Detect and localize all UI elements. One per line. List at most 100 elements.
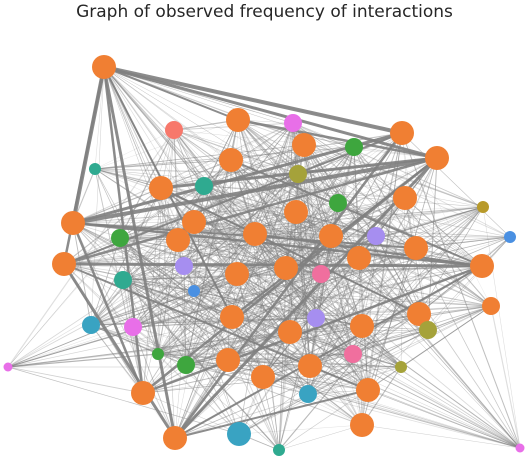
- edge: [142, 146, 355, 394]
- edge: [132, 326, 176, 439]
- node-n51: [152, 348, 164, 360]
- edge: [94, 168, 332, 237]
- edge: [307, 265, 483, 395]
- edge: [231, 265, 483, 318]
- edge: [160, 187, 187, 366]
- edge: [185, 233, 256, 366]
- edge: [160, 159, 232, 189]
- edge: [278, 424, 363, 451]
- edge: [401, 132, 511, 238]
- node-n4: [284, 114, 302, 132]
- edge: [297, 173, 492, 307]
- edge: [103, 66, 232, 161]
- edge: [285, 122, 294, 269]
- edge: [132, 326, 187, 366]
- edge-strong: [173, 132, 404, 439]
- edge: [482, 206, 521, 449]
- edge: [230, 132, 403, 161]
- edge: [278, 206, 484, 451]
- edge: [122, 279, 317, 319]
- edge: [94, 129, 175, 170]
- node-n28: [114, 271, 132, 289]
- edge: [278, 331, 291, 451]
- edge: [122, 279, 159, 355]
- edge: [193, 221, 420, 315]
- edge: [353, 146, 363, 327]
- node-n48: [251, 365, 275, 389]
- edge: [142, 392, 280, 451]
- edge-strong: [237, 118, 438, 160]
- edge: [203, 144, 305, 187]
- edge: [193, 202, 339, 223]
- edge: [122, 279, 369, 391]
- edge: [358, 257, 521, 449]
- edge: [119, 211, 297, 239]
- edge: [238, 329, 429, 435]
- node-n55: [131, 381, 155, 405]
- node-n52: [3, 362, 13, 372]
- edge: [367, 389, 521, 449]
- node-n3: [226, 108, 250, 132]
- edge: [160, 187, 429, 331]
- edge: [227, 313, 420, 361]
- edge: [7, 187, 162, 368]
- node-n50: [344, 345, 362, 363]
- edge: [160, 187, 185, 267]
- node-n45: [482, 297, 500, 315]
- edge: [330, 235, 369, 391]
- edge-strong: [71, 222, 145, 394]
- node-n14: [329, 194, 347, 212]
- edge: [230, 159, 291, 333]
- node-n21: [166, 228, 190, 252]
- edge: [285, 267, 420, 315]
- edge: [90, 146, 355, 326]
- edge: [231, 313, 420, 318]
- edge-strong: [142, 264, 483, 395]
- edge: [309, 206, 484, 367]
- edge: [122, 279, 229, 361]
- edge: [490, 305, 521, 449]
- edge: [63, 263, 240, 435]
- edge: [132, 290, 195, 328]
- edge: [238, 257, 360, 435]
- edge: [122, 279, 195, 292]
- node-n5: [390, 121, 414, 145]
- edge: [238, 235, 377, 435]
- edge: [361, 424, 521, 449]
- edge: [303, 144, 429, 331]
- node-n29: [175, 257, 193, 275]
- edge: [289, 325, 363, 333]
- edge: [122, 279, 291, 333]
- edge: [262, 325, 363, 378]
- edge: [375, 235, 521, 449]
- edge: [132, 326, 521, 449]
- edge: [254, 206, 484, 235]
- node-n11: [289, 165, 307, 183]
- edge: [237, 119, 420, 315]
- edge: [231, 247, 417, 318]
- edge: [90, 324, 176, 439]
- edge: [185, 331, 291, 366]
- edge: [122, 119, 239, 281]
- node-n42: [124, 318, 142, 336]
- edge: [309, 329, 429, 367]
- node-n38: [307, 309, 325, 327]
- node-n30: [225, 262, 249, 286]
- edge: [352, 313, 420, 355]
- edge: [132, 233, 256, 328]
- node-n54: [299, 385, 317, 403]
- edge: [254, 233, 354, 355]
- edge: [103, 66, 240, 435]
- edge: [193, 221, 377, 237]
- edge: [122, 265, 185, 281]
- edge: [203, 185, 363, 327]
- node-n24: [504, 231, 516, 243]
- edge-strong: [174, 389, 369, 439]
- edge: [157, 235, 332, 355]
- edge: [7, 129, 175, 368]
- edge: [122, 279, 309, 395]
- node-n44: [419, 321, 437, 339]
- node-n35: [188, 285, 200, 297]
- edge: [236, 273, 317, 319]
- node-n43: [395, 361, 407, 373]
